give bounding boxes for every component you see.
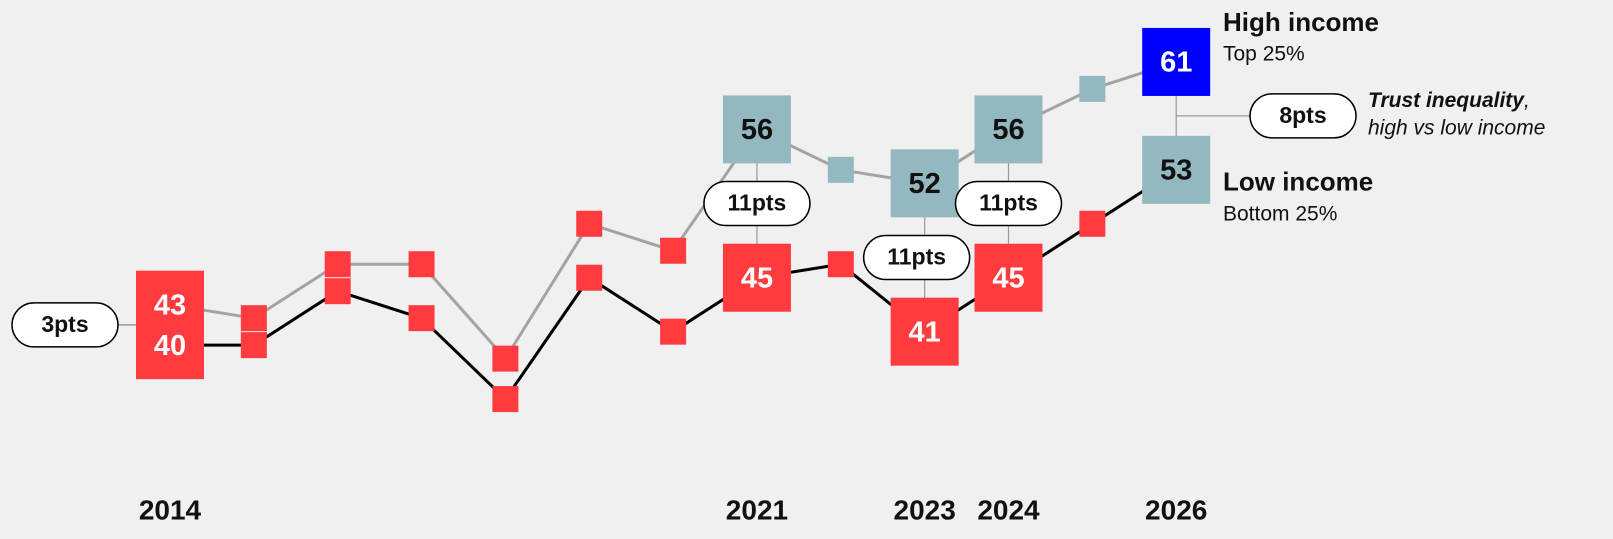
point-box: [722, 95, 791, 164]
value-label: 56: [992, 114, 1024, 146]
point-box: [576, 210, 603, 237]
point-box: [974, 95, 1043, 164]
pills: 3pts 11pts 11pts 11pts 8pts: [11, 93, 1357, 348]
x-tick-label: 2021: [726, 494, 788, 525]
gap-pill: [862, 234, 971, 281]
point-box: [324, 278, 351, 305]
point-box: [1079, 75, 1106, 102]
value-label: 45: [992, 262, 1024, 294]
x-tick-label: 2024: [977, 494, 1040, 525]
point-box: [408, 251, 435, 278]
point-box: [492, 345, 519, 372]
point-box: [408, 305, 435, 332]
point-box: [660, 237, 687, 264]
value-label: 43: [154, 289, 186, 321]
legend-name: High income: [1223, 7, 1379, 37]
point-box: [492, 386, 519, 413]
x-tick-label: 2014: [139, 494, 202, 525]
gap-pill: [703, 180, 811, 227]
note-emphasis: Trust inequality: [1368, 88, 1525, 111]
gap-pill: [11, 302, 119, 348]
point-box: [240, 305, 267, 332]
point-box: [576, 264, 603, 291]
point-box: [660, 318, 687, 345]
gap-label: 11pts: [728, 190, 787, 216]
value-label: 45: [741, 262, 773, 294]
gap-label: 11pts: [887, 244, 946, 270]
value-label: 56: [741, 114, 773, 146]
boxes: 43 56 52 56 61 40 45 41 45 53: [136, 27, 1211, 413]
legend-name: Low income: [1223, 167, 1373, 197]
x-tick-label: 2026: [1145, 494, 1207, 525]
note-text: high vs low income: [1368, 116, 1545, 139]
connectors: [65, 61, 1303, 346]
value-label: 40: [154, 330, 186, 362]
point-box: [974, 243, 1043, 312]
value-label: 61: [1160, 47, 1192, 79]
value-label: 52: [909, 168, 941, 200]
note: Trust inequality,: [1368, 88, 1530, 111]
point-box: [890, 297, 959, 366]
point-box: [827, 156, 854, 183]
legend-subtitle: Bottom 25%: [1223, 202, 1337, 225]
point-box: [890, 149, 959, 218]
legend-subtitle: Top 25%: [1223, 42, 1305, 65]
gap-pill: [1249, 93, 1357, 139]
value-label: 41: [909, 316, 941, 348]
point-box: [1142, 27, 1211, 96]
point-box: [827, 251, 854, 278]
point-box: [240, 332, 267, 359]
x-tick-label: 2023: [894, 494, 956, 525]
point-box: [1079, 210, 1106, 237]
point-box: [722, 243, 791, 312]
point-box: [136, 270, 204, 339]
gap-label: 3pts: [41, 311, 88, 337]
note-separator: ,: [1524, 88, 1530, 111]
point-box: [1142, 135, 1211, 204]
gap-label: 8pts: [1279, 102, 1326, 128]
point-box: [324, 251, 351, 278]
gap-label: 11pts: [979, 190, 1038, 216]
value-label: 53: [1160, 154, 1192, 186]
gap-pill: [954, 180, 1063, 227]
